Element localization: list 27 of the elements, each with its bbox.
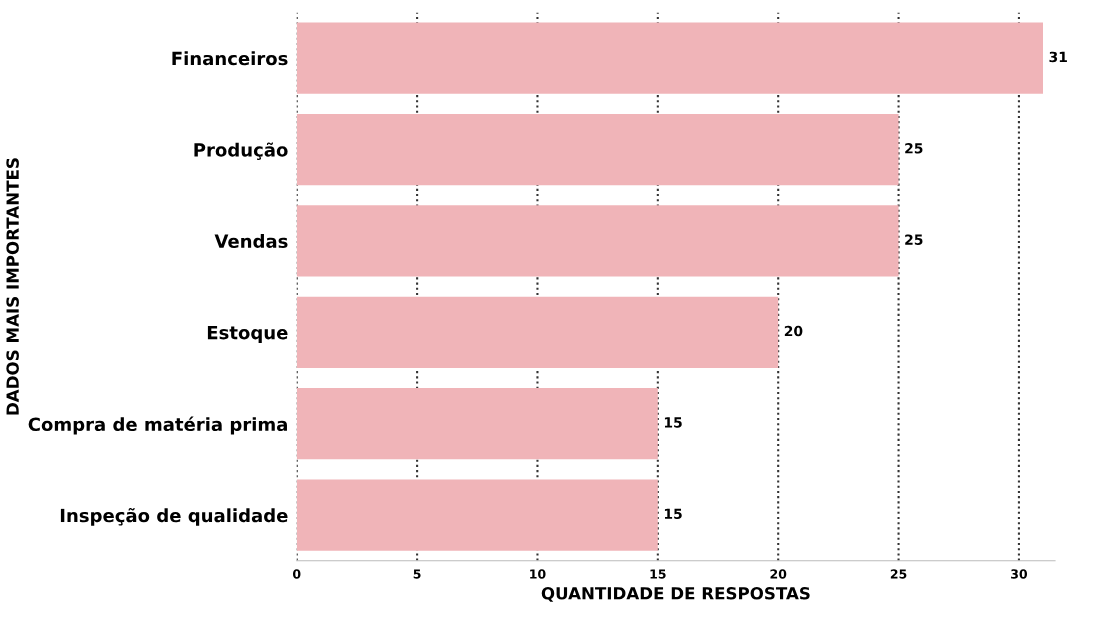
- y-tick-label: Inspeção de qualidade: [60, 507, 288, 526]
- y-tick-label: Produção: [194, 142, 288, 160]
- bar: [296, 113, 899, 186]
- bar: [296, 205, 899, 277]
- x-tick-label: 5: [413, 569, 421, 579]
- y-tick-label: Financeiros: [172, 51, 288, 66]
- bar: [296, 296, 779, 368]
- data-label: 31: [1049, 51, 1067, 63]
- bar: [296, 388, 658, 460]
- bar: [296, 22, 1043, 94]
- x-tick-label: 20: [770, 569, 787, 579]
- x-tick-label: 10: [530, 569, 546, 579]
- x-tick-label: 25: [890, 569, 907, 579]
- data-label: 25: [905, 143, 923, 154]
- data-label: 20: [784, 325, 803, 337]
- y-tick-label: Vendas: [214, 234, 288, 249]
- data-label: 25: [905, 234, 923, 245]
- x-tick-label: 15: [650, 569, 666, 579]
- data-label: 15: [664, 508, 682, 520]
- x-tick-label: 30: [1011, 569, 1028, 579]
- x-tick-label: 0: [292, 569, 301, 579]
- data-label: 15: [664, 417, 682, 428]
- y-tick-label: Estoque: [207, 325, 288, 343]
- y-tick-label: Compra de matéria prima: [28, 416, 287, 435]
- y-axis-title: DADOS MAIS IMPORTANTES: [6, 158, 19, 415]
- x-axis-title: QUANTIDADE DE RESPOSTAS: [541, 586, 810, 602]
- bar: [296, 479, 658, 551]
